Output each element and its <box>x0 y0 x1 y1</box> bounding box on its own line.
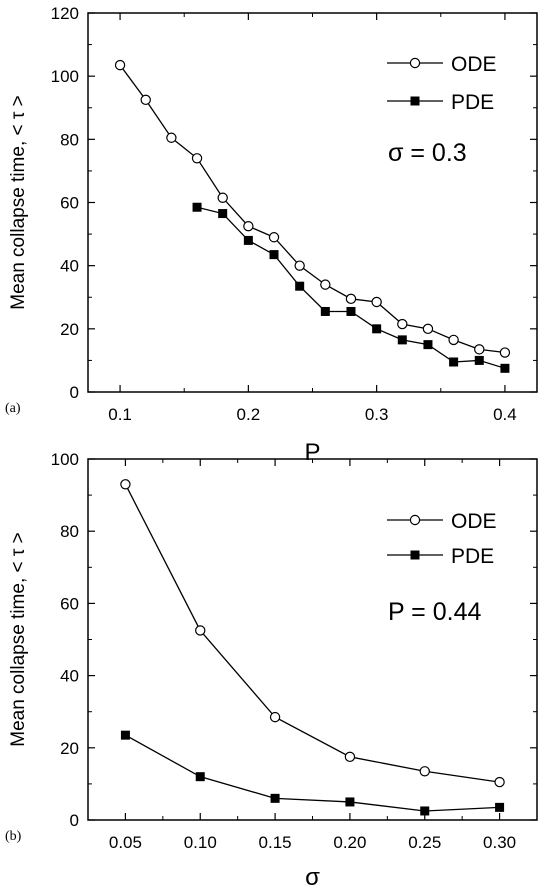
data-point-ode <box>269 711 281 723</box>
y-tick-label: 0 <box>70 383 79 402</box>
legend-entry-ode: ODE <box>387 510 497 533</box>
panel-label: (a) <box>5 401 21 416</box>
series-line-pde <box>196 206 506 369</box>
data-point-ode <box>294 260 305 271</box>
data-point-pde <box>423 340 433 350</box>
data-point-ode <box>120 479 131 490</box>
data-point-ode <box>166 132 177 143</box>
data-point-pde <box>269 250 279 260</box>
y-axis-label: Mean collapse time, < τ > <box>8 532 29 747</box>
legend-label: PDE <box>451 91 494 114</box>
series-ode <box>114 59 511 358</box>
y-tick-label: 80 <box>60 130 79 149</box>
legend-label: PDE <box>451 545 494 568</box>
data-point-pde <box>372 324 382 334</box>
y-tick-label: 120 <box>51 4 79 23</box>
parameter-annotation: σ = 0.3 <box>388 139 467 167</box>
x-tick-label: 0.25 <box>408 833 441 852</box>
data-point-ode <box>419 766 430 777</box>
data-point-ode <box>243 220 254 232</box>
data-point-ode <box>320 279 331 290</box>
data-point-ode <box>474 344 485 355</box>
y-tick-label: 100 <box>51 67 79 86</box>
panel-b: 0.05 0.10 0.15 0.20 0.25 0.30 0 20 40 60 80 100 σ Mea… <box>5 450 538 888</box>
legend-entry-ode: ODE <box>387 53 497 76</box>
y-tick-label: 20 <box>60 320 79 339</box>
x-tick-label: 0.2 <box>237 405 261 424</box>
data-point-ode <box>195 625 206 636</box>
data-point-ode <box>494 776 505 788</box>
data-point-ode <box>140 94 151 106</box>
series-pde <box>192 202 510 373</box>
data-point-pde <box>449 357 459 367</box>
series-line-ode <box>119 64 506 354</box>
data-point-ode <box>344 751 356 763</box>
data-point-ode <box>422 323 434 335</box>
legend-marker-circle <box>409 514 421 526</box>
data-point-pde <box>500 363 510 373</box>
x-axis-label: σ <box>305 864 320 888</box>
data-point-pde <box>192 202 202 212</box>
y-tick-label: 40 <box>60 667 79 686</box>
x-tick-label: 0.15 <box>259 833 292 852</box>
data-point-pde <box>120 730 130 740</box>
data-point-pde <box>218 209 228 219</box>
y-tick-label: 60 <box>60 594 79 613</box>
data-point-pde <box>195 772 205 782</box>
data-point-pde <box>270 793 280 803</box>
x-tick-label: 0.20 <box>333 833 366 852</box>
x-tick-label: 0.3 <box>365 405 389 424</box>
data-point-ode <box>114 59 126 71</box>
y-axis-label: Mean collapse time, < τ > <box>8 95 29 310</box>
x-tick-label: 0.4 <box>493 405 517 424</box>
y-tick-label: 40 <box>60 257 79 276</box>
series-line-pde <box>125 734 500 812</box>
data-point-ode <box>371 296 382 308</box>
data-point-pde <box>345 797 355 807</box>
data-point-pde <box>295 281 305 291</box>
data-point-pde <box>474 355 484 365</box>
x-tick-label: 0.30 <box>483 833 516 852</box>
data-point-ode <box>217 192 228 203</box>
y-tick-label: 80 <box>60 522 79 541</box>
x-tick-label: 0.05 <box>109 833 142 852</box>
legend-marker-square <box>410 96 420 106</box>
data-point-pde <box>346 306 356 316</box>
series-line-ode <box>124 483 500 783</box>
data-point-ode <box>191 153 203 164</box>
data-point-pde <box>397 335 407 345</box>
x-tick-label: 0.1 <box>108 405 132 424</box>
legend-label: ODE <box>451 53 497 76</box>
legend-label: ODE <box>451 510 497 533</box>
data-point-ode <box>499 347 511 358</box>
data-point-ode <box>448 334 459 346</box>
legend-marker-square <box>410 550 420 560</box>
data-point-pde <box>495 802 505 812</box>
series-pde <box>120 730 505 816</box>
panel-label: (b) <box>5 829 22 844</box>
data-point-pde <box>420 806 430 816</box>
y-tick-label: 0 <box>70 811 79 830</box>
x-tick-label: 0.10 <box>184 833 217 852</box>
data-point-ode <box>397 318 408 330</box>
y-tick-label: 60 <box>60 194 79 213</box>
data-point-ode <box>268 232 280 243</box>
legend-marker-circle <box>409 57 421 69</box>
parameter-annotation: P = 0.44 <box>388 598 481 626</box>
series-ode <box>120 479 505 788</box>
data-point-ode <box>345 293 357 305</box>
legend-entry-pde: PDE <box>387 545 494 568</box>
data-point-pde <box>320 306 330 316</box>
y-tick-label: 100 <box>51 450 79 469</box>
y-tick-label: 20 <box>60 739 79 758</box>
data-point-pde <box>243 235 253 245</box>
legend-entry-pde: PDE <box>387 91 494 114</box>
